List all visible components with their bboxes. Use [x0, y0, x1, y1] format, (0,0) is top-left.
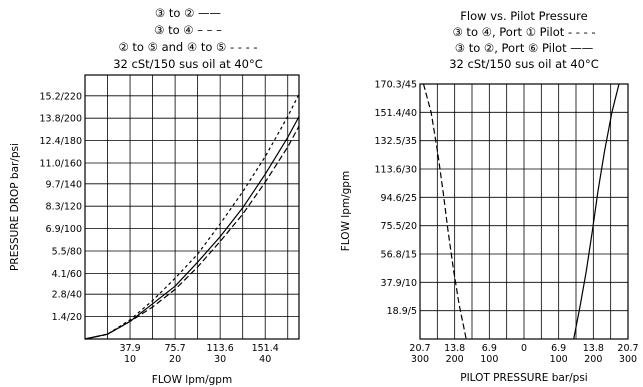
series-line-solid: [85, 117, 299, 339]
title-line: 32 cSt/150 sus oil at 40°C: [113, 57, 263, 71]
y-tick-label: 6.9/100: [46, 224, 82, 235]
title-line: ③ to ④, Port ① Pilot - - - -: [452, 25, 595, 39]
y-tick-label: 94.6/25: [381, 193, 417, 204]
y-tick-label: 13.8/200: [40, 114, 83, 125]
x-tick-label-imperial: 30: [214, 354, 226, 365]
y-tick-label: 56.8/15: [381, 250, 417, 261]
y-tick-label: 11.0/160: [40, 159, 83, 170]
y-tick-label: 2.8/40: [52, 290, 82, 301]
x-tick-label-metric: 151.4: [252, 343, 279, 354]
series-line-solid: [574, 84, 619, 339]
y-tick-label: 8.3/120: [46, 202, 82, 213]
series-line-dashed: [424, 84, 467, 339]
title-line: ② to ⑤ and ④ to ⑤ - - - -: [118, 40, 257, 54]
flow-vs-pilot-pressure-chart: Flow vs. Pilot Pressure ③ to ④, Port ① Pi…: [340, 9, 639, 384]
x-tick-label-metric: 13.8: [444, 343, 465, 354]
y-axis-label: PRESSURE DROP bar/psi: [9, 143, 21, 271]
x-tick-label-imperial: 100: [480, 354, 498, 365]
title-line: ③ to ④ – – –: [154, 23, 222, 37]
x-axis-label: PILOT PRESSURE bar/psi: [460, 372, 587, 384]
x-tick-label-metric: 6.9: [482, 343, 497, 354]
x-tick-label-metric: 75.7: [165, 343, 186, 354]
y-tick-label: 15.2/220: [40, 91, 83, 102]
y-tick-label: 170.3/45: [375, 80, 418, 91]
y-tick-label: 18.9/5: [387, 306, 417, 317]
x-tick-label-imperial: 200: [446, 354, 464, 365]
y-tick-label: 12.4/180: [40, 136, 83, 147]
y-tick-label: 75.5/20: [381, 221, 417, 232]
x-tick-label-metric: 0: [521, 343, 527, 354]
y-tick-label: 113.6/30: [375, 165, 418, 176]
x-tick-label-imperial: 300: [619, 354, 637, 365]
title-line: Flow vs. Pilot Pressure: [460, 9, 587, 23]
x-tick-label-imperial: 300: [411, 354, 429, 365]
x-tick-label-metric: 20.7: [617, 343, 638, 354]
y-tick-label: 132.5/35: [375, 136, 418, 147]
y-tick-label: 9.7/140: [46, 179, 82, 190]
x-axis-label: FLOW lpm/gpm: [152, 374, 232, 386]
x-tick-label-imperial: 10: [124, 354, 136, 365]
x-tick-label-metric: 13.8: [583, 343, 604, 354]
plot-frame: [85, 75, 299, 339]
title-line: 32 cSt/150 sus oil at 40°C: [449, 57, 599, 71]
x-tick-label-metric: 37.9: [119, 343, 140, 354]
x-tick-label-imperial: 200: [584, 354, 602, 365]
x-tick-label-metric: 20.7: [409, 343, 430, 354]
series-line-short-dashed: [85, 94, 299, 339]
x-tick-label-imperial: 40: [259, 354, 271, 365]
y-tick-label: 4.1/60: [52, 269, 82, 280]
x-tick-label-imperial: 100: [550, 354, 568, 365]
y-tick-label: 37.9/10: [381, 278, 417, 289]
pressure-drop-chart: ③ to ② —— ③ to ④ – – – ② to ⑤ and ④ to ⑤ -…: [9, 6, 299, 386]
y-axis-label: FLOW lpm/gpm: [340, 171, 352, 251]
x-tick-label-metric: 113.6: [207, 343, 234, 354]
y-tick-label: 151.4/40: [375, 108, 418, 119]
x-tick-label-metric: 6.9: [551, 343, 566, 354]
x-tick-label-imperial: 20: [169, 354, 181, 365]
title-line: ③ to ② ——: [155, 6, 221, 20]
y-tick-label: 1.4/20: [52, 312, 82, 323]
y-tick-label: 5.5/80: [52, 247, 82, 258]
series-line-dashed: [85, 126, 299, 339]
title-line: ③ to ②, Port ⑥ Pilot ——: [455, 41, 593, 55]
